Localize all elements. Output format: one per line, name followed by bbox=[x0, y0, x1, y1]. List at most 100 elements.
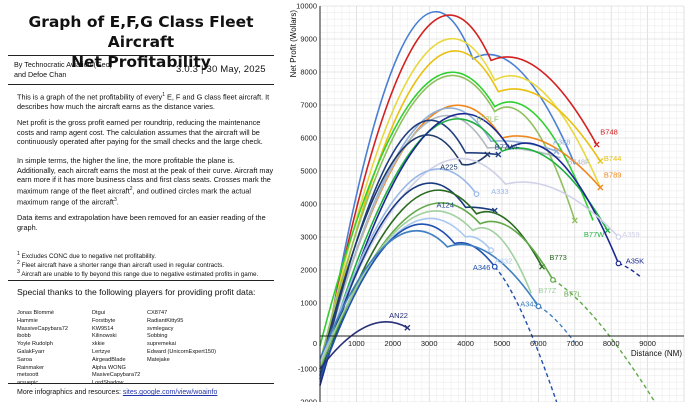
x-tick-label: 2000 bbox=[384, 339, 401, 348]
y-tick-label: 1000 bbox=[300, 299, 317, 308]
series-line-an22 bbox=[319, 321, 408, 370]
series-line-b748 bbox=[319, 14, 598, 376]
x-axis-label: Distance (NM) bbox=[631, 349, 682, 358]
x-tick-label: 5000 bbox=[494, 339, 511, 348]
x-tick-label: 9000 bbox=[639, 339, 656, 348]
contributor-name: Hammie bbox=[17, 317, 38, 324]
contributor-name: Matejake bbox=[147, 356, 170, 363]
series-label-a346: A346 bbox=[473, 263, 491, 272]
series-label-a332: A332 bbox=[495, 256, 513, 265]
y-tick-label: 10000 bbox=[296, 2, 317, 11]
x-tick-label: 8000 bbox=[603, 339, 620, 348]
range-cross-marker bbox=[404, 324, 411, 331]
contributor-name: supremekai bbox=[147, 341, 176, 348]
range-cross-marker bbox=[597, 158, 604, 165]
thanks-column-3: CX8747 RadiantKitty95 svmlegacy Sobbing supr… bbox=[147, 310, 216, 365]
series-line-a35k bbox=[319, 112, 620, 386]
contributor-name: LordShadow bbox=[92, 380, 124, 387]
range-cross-marker bbox=[484, 151, 491, 158]
thanks-heading: Special thanks to the following players … bbox=[17, 287, 256, 297]
info-panel: Graph of E,F,G Class Fleet Aircraft Net … bbox=[0, 0, 280, 402]
series-line-b77z bbox=[319, 210, 532, 366]
series-line-b77w bbox=[319, 118, 609, 376]
series-label-a35k: A35K bbox=[626, 256, 644, 265]
y-tick-label: 5000 bbox=[300, 167, 317, 176]
series-label-a333: A333 bbox=[491, 187, 509, 196]
range-circle-marker bbox=[473, 191, 480, 198]
divider bbox=[8, 55, 274, 56]
origin-label: 0 bbox=[313, 339, 317, 348]
contributor-name: metsoott bbox=[17, 372, 39, 379]
x-tick-label: 7000 bbox=[566, 339, 583, 348]
x-tick-label: 1000 bbox=[348, 339, 365, 348]
contributor-name: Rainmaker bbox=[17, 364, 45, 371]
byline-line-2: and Defoe Chan bbox=[14, 70, 67, 79]
series-label-a225: A225 bbox=[440, 162, 458, 171]
curves bbox=[319, 11, 656, 402]
contributor-name: Edward (UnicornExpert150) bbox=[147, 348, 217, 355]
range-circle-marker bbox=[615, 260, 622, 267]
divider bbox=[8, 383, 274, 384]
y-tick-label: 9000 bbox=[300, 35, 317, 44]
series-label-a343: A343 bbox=[520, 299, 538, 308]
contributor-name: RadiantKitty95 bbox=[147, 317, 184, 324]
byline: By Technocratic Aviation (Geo) and Defoe… bbox=[14, 60, 164, 80]
contributor-name: AirgeadBlade bbox=[92, 356, 126, 363]
range-cross-marker bbox=[553, 148, 560, 155]
profit-chart: 1000 2000 3000 4000 5000 6000 7000 8000 9000 -200… bbox=[289, 2, 685, 402]
series-line-unlabeled-yellow bbox=[319, 37, 602, 370]
range-cross-marker bbox=[571, 217, 578, 224]
series-label-a359: A359 bbox=[622, 230, 640, 239]
y-tick-label: 6000 bbox=[300, 134, 317, 143]
y-tick-label: -2000 bbox=[298, 398, 317, 402]
series-label-b789: B789 bbox=[604, 171, 622, 180]
series-line-unlabeled-blue bbox=[319, 11, 576, 386]
series-label-b77w: B77W bbox=[584, 230, 605, 239]
contributor-name: Forstbyte bbox=[92, 317, 116, 324]
contributor-name: Lertzye bbox=[92, 348, 111, 355]
y-tick-label: -1000 bbox=[298, 365, 317, 374]
series-label-an22: AN22 bbox=[389, 311, 408, 320]
contributor-name: Saroa bbox=[17, 356, 32, 363]
y-tick-label: 3000 bbox=[300, 233, 317, 242]
axes: 1000 2000 3000 4000 5000 6000 7000 8000 9000 -200… bbox=[289, 2, 684, 402]
contributor-name: MassiveCapybara72 bbox=[17, 325, 68, 332]
series-line-a333 bbox=[319, 168, 478, 370]
range-circle-marker bbox=[491, 263, 498, 270]
series-extension-a346 bbox=[494, 266, 558, 402]
byline-line-1: By Technocratic Aviation (Geo) bbox=[14, 60, 113, 69]
series-line-b77lf bbox=[319, 74, 576, 363]
net-profit-paragraph: Net profit is the gross profit earned pe… bbox=[17, 118, 263, 147]
thanks-column-1: Jonas Blommé Hammie MassiveCapybara72 ibobb… bbox=[17, 310, 68, 388]
x-tick-label: 6000 bbox=[530, 339, 547, 348]
series-label-b77wf: B77WF bbox=[495, 143, 520, 152]
series-line-a225 bbox=[319, 134, 488, 370]
series-label-b744: B744 bbox=[604, 154, 622, 163]
series-extension-b77l bbox=[552, 279, 656, 402]
page-title: Graph of E,F,G Class Fleet Aircraft Net … bbox=[10, 12, 272, 72]
y-tick-label: 8000 bbox=[300, 68, 317, 77]
range-cross-marker bbox=[593, 141, 600, 148]
contributor-name: Dtgui bbox=[92, 310, 106, 316]
series-label-b773: B773 bbox=[549, 253, 567, 262]
y-axis-label: Net Profit (Wollars) bbox=[289, 10, 298, 78]
series-line-a359 bbox=[319, 157, 620, 363]
contributor-name: ibobb bbox=[17, 333, 31, 340]
series-labels: B748 B744 B77LF B789 A388 B748F B77WF A225 B77W A… bbox=[389, 115, 644, 320]
reading-guide-paragraph: In simple terms, the higher the line, th… bbox=[17, 156, 274, 207]
contributor-name: GalakFyarr bbox=[17, 348, 45, 355]
title-line-2: Net Profitability bbox=[71, 53, 211, 71]
y-tick-label: 7000 bbox=[300, 101, 317, 110]
version-date: 3.0.3 | 30 May, 2025 bbox=[176, 64, 266, 75]
range-cross-marker bbox=[495, 151, 502, 158]
series-label-b77z: B77Z bbox=[538, 286, 556, 295]
series-extension-a343 bbox=[538, 305, 576, 344]
series-label-b77l: B77L bbox=[564, 289, 582, 298]
range-circle-marker bbox=[535, 303, 542, 310]
contributor-name: Kilinowski bbox=[92, 333, 117, 340]
divider bbox=[8, 84, 274, 85]
more-resources: More infographics and resources: sites.g… bbox=[17, 389, 218, 396]
footnote: 2 Fleet aircraft have a shorter range th… bbox=[17, 260, 224, 270]
resources-link[interactable]: sites.google.com/view/woainfo bbox=[122, 389, 218, 396]
contributor-name: Alpha WONG bbox=[92, 364, 126, 371]
